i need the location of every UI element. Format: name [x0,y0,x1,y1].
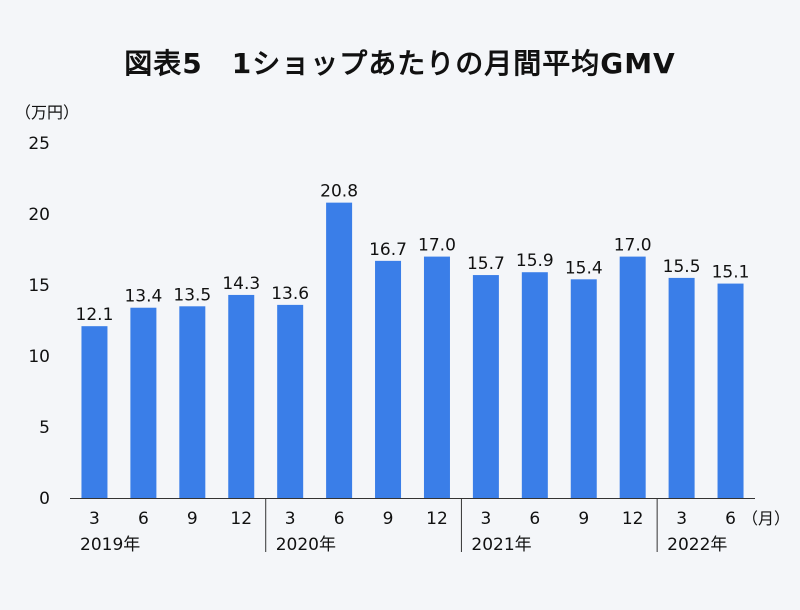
x-group-label: 2019年 [80,535,140,555]
bar-value-label: 20.8 [320,182,358,202]
bar-value-label: 16.7 [369,240,407,260]
bar [130,307,157,498]
y-tick-label: 25 [28,134,50,154]
x-tick-label: 6 [138,509,149,529]
x-tick-label: 3 [89,509,100,529]
chart-title: 図表5 1ショップあたりの月間平均GMV [124,47,676,80]
bar [277,304,304,498]
x-axis: 3 6 9 12 3 6 9 12 3 6 9 12 3 6 2019年 2020年 2021年 2022年 [70,498,755,555]
x-tick-label: 9 [187,509,198,529]
bar-value-label: 15.9 [516,251,554,271]
bar [472,275,499,498]
y-axis: 0 5 10 15 20 25 [28,134,50,509]
bar-value-label: 17.0 [614,236,652,256]
x-group-label: 2020年 [276,535,336,555]
y-axis-unit-label: （万円） [15,103,79,122]
bar-series: 12.1 13.4 13.5 14.3 13.6 20.8 16.7 17.0 15.7 15.9… [76,182,750,498]
bar-value-label: 13.5 [173,285,211,305]
bar-value-label: 15.7 [467,254,505,274]
bar-value-label: 14.3 [222,274,260,294]
bar [375,260,402,498]
x-tick-label: 3 [676,509,687,529]
x-group-label: 2021年 [471,535,531,555]
bar [717,283,744,498]
bar [81,326,108,498]
x-tick-label: 12 [426,509,448,529]
x-group-label: 2022年 [667,535,727,555]
bar [179,306,206,498]
x-axis-unit-label: （月） [742,509,790,528]
x-tick-label: 6 [529,509,540,529]
bar [619,256,646,498]
bar-value-label: 15.1 [712,263,750,283]
x-tick-label: 9 [383,509,394,529]
bar [668,277,695,498]
bar [423,256,450,498]
bar-value-label: 15.5 [663,257,701,277]
x-tick-label: 3 [480,509,491,529]
bar-value-label: 12.1 [76,305,114,325]
bar-value-label: 13.6 [271,284,309,304]
x-tick-label: 12 [230,509,252,529]
bar-value-label: 15.4 [565,258,603,278]
y-tick-label: 20 [28,205,50,225]
y-tick-label: 0 [39,489,50,509]
y-tick-label: 5 [39,418,50,438]
x-tick-label: 6 [334,509,345,529]
bar-value-label: 17.0 [418,236,456,256]
y-tick-label: 15 [28,276,50,296]
bar-value-label: 13.4 [124,287,162,307]
bar [326,202,353,498]
x-tick-label: 6 [725,509,736,529]
x-tick-label: 12 [622,509,644,529]
bar [521,272,548,498]
x-tick-label: 3 [285,509,296,529]
y-tick-label: 10 [28,347,50,367]
bar [228,294,255,498]
x-tick-label: 9 [578,509,589,529]
bar [570,279,597,498]
